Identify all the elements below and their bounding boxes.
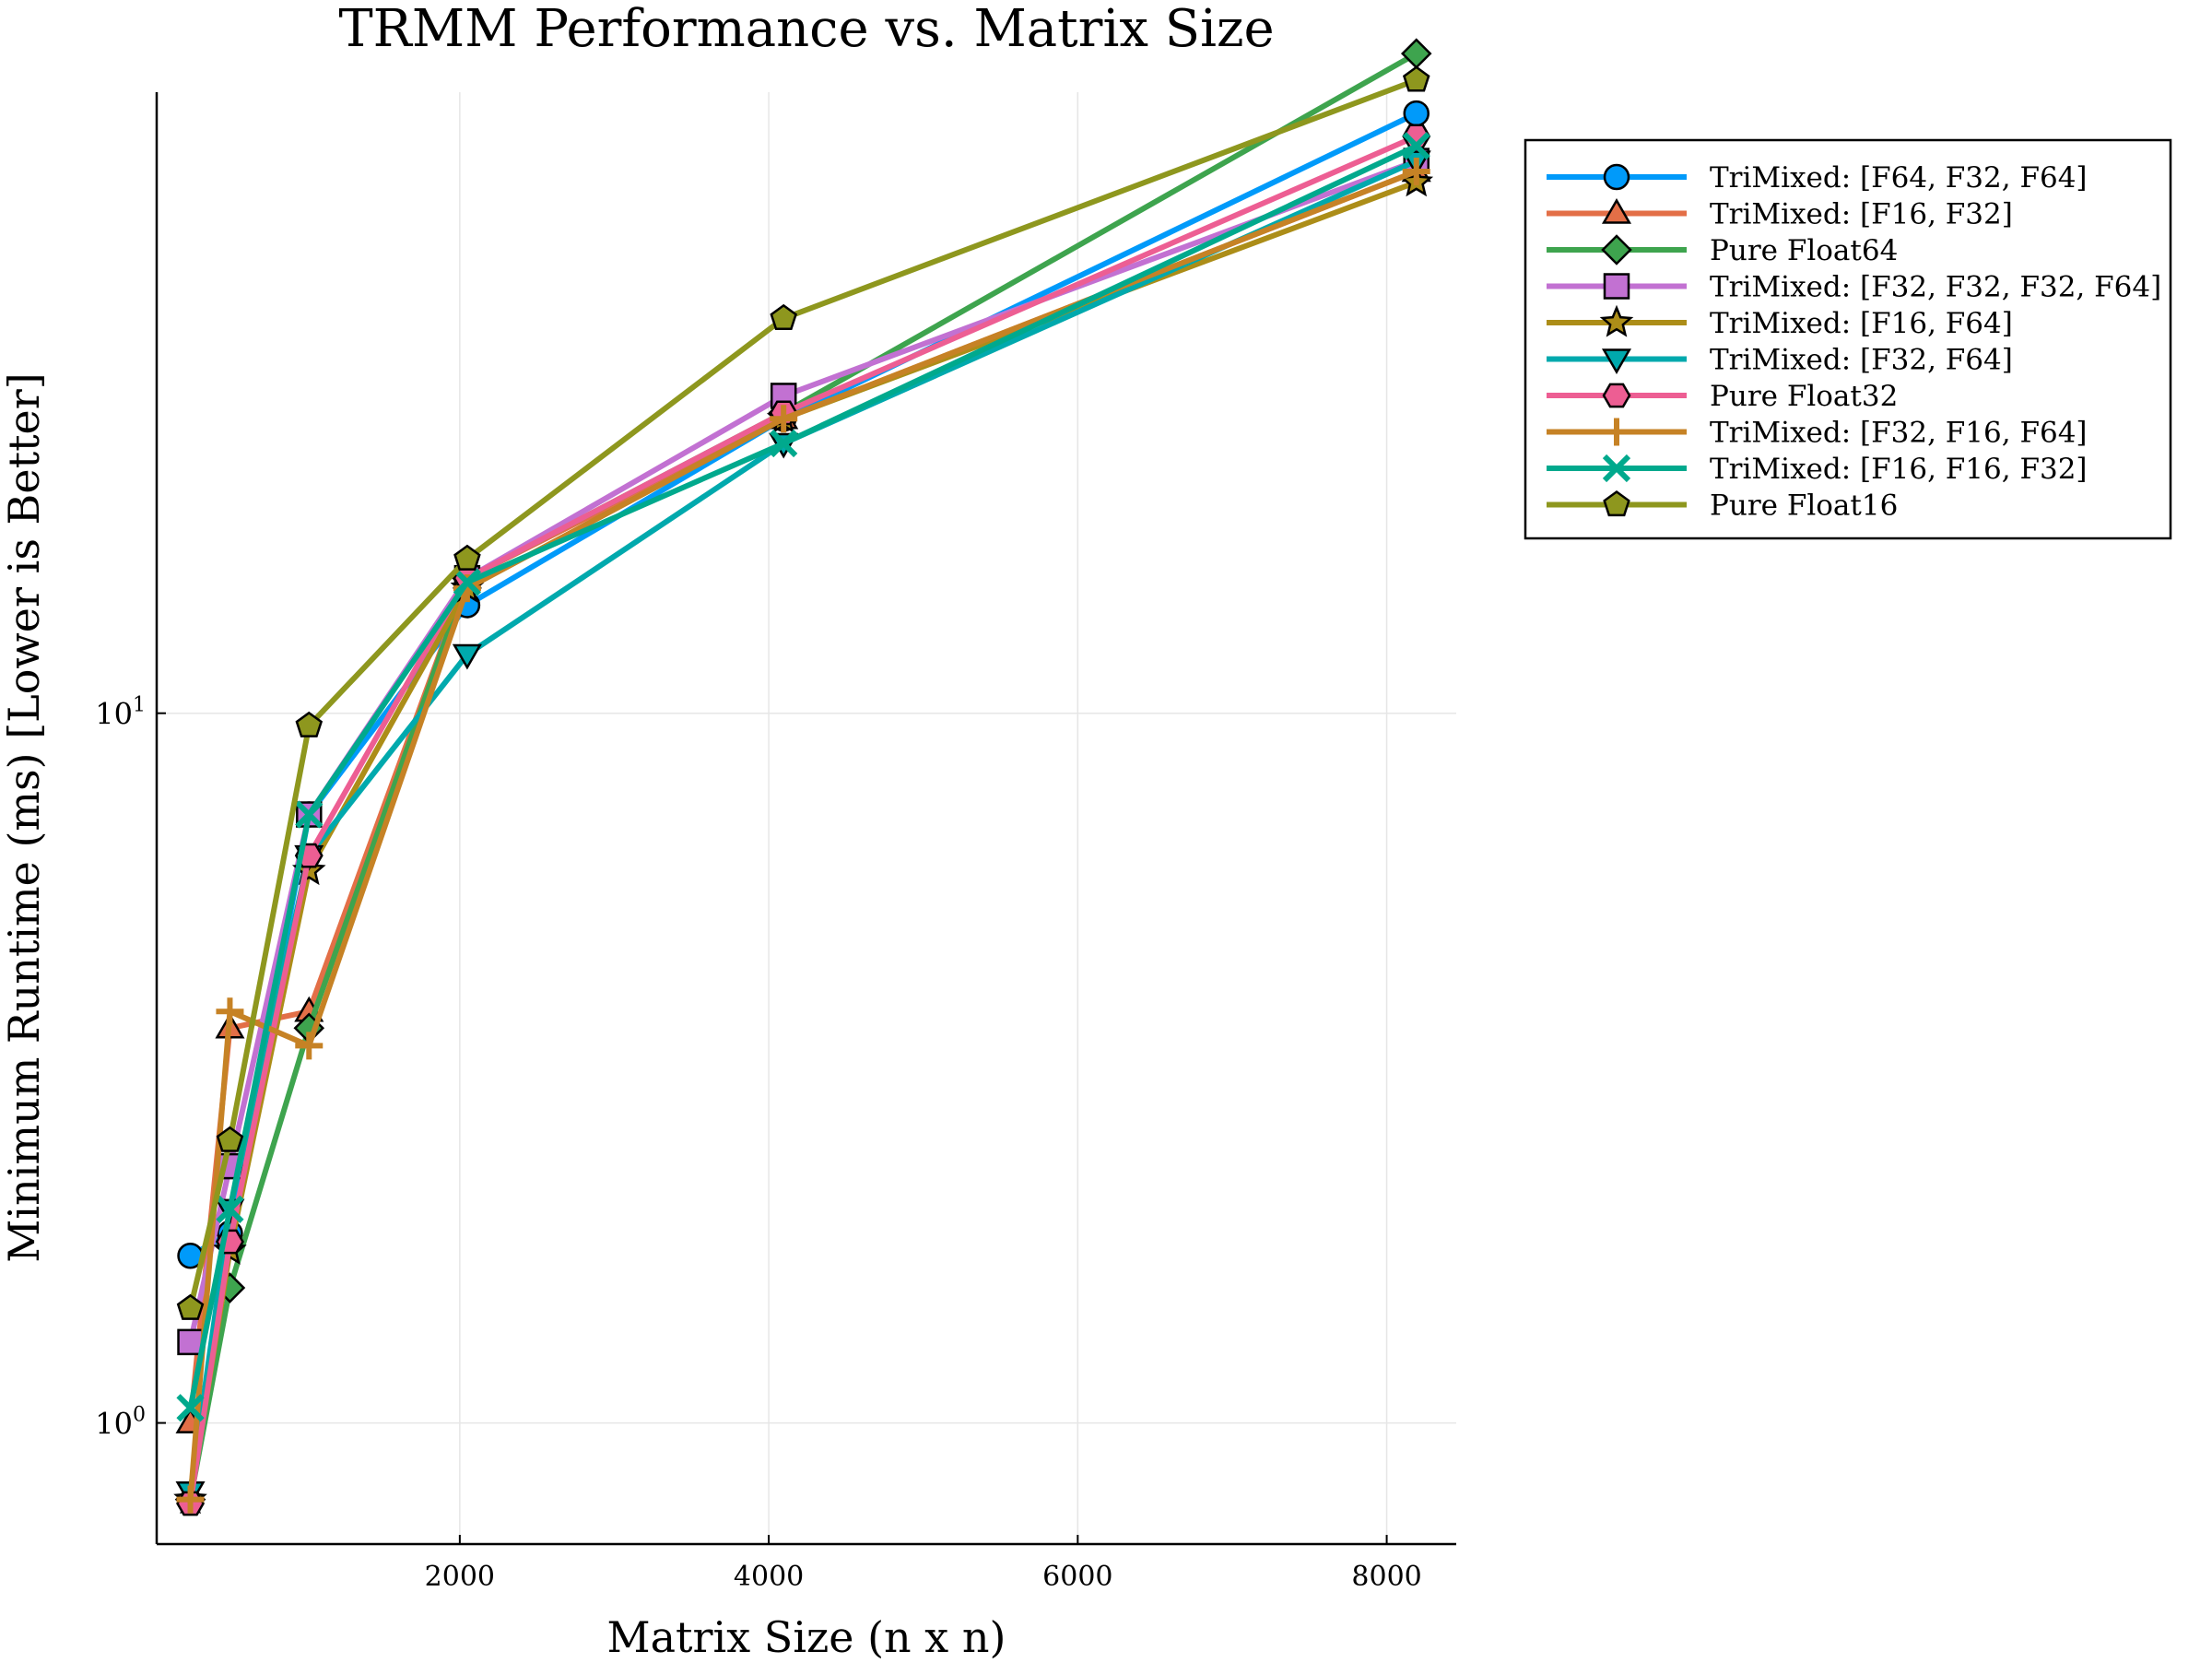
x-tick-label: 2000 xyxy=(425,1561,495,1593)
legend-label: TriMixed: [F16, F16, F32] xyxy=(1710,453,2088,486)
data-point xyxy=(1402,132,1430,160)
legend-label: Pure Float64 xyxy=(1710,234,1898,267)
grid-layer xyxy=(157,92,1456,1544)
y-tick-label: 101 xyxy=(95,694,146,732)
legend-item: TriMixed: [F64, F32, F64] xyxy=(1547,161,2088,195)
series-line xyxy=(187,169,1418,1500)
legend-marker xyxy=(1602,383,1631,408)
y-tick-exponent: 0 xyxy=(133,1404,146,1427)
data-point xyxy=(295,800,324,829)
legend-item: Pure Float32 xyxy=(1547,380,1898,413)
x-tick-label: 4000 xyxy=(734,1561,804,1593)
data-point xyxy=(1403,100,1430,127)
legend-label: Pure Float16 xyxy=(1710,489,1898,523)
series-layer xyxy=(173,38,1434,1516)
legend-marker xyxy=(1601,198,1632,224)
y-tick-label: 100 xyxy=(95,1404,146,1442)
series-6 xyxy=(175,150,1431,1507)
series-8 xyxy=(176,157,1430,1514)
legend-marker xyxy=(1603,489,1630,517)
series-2 xyxy=(175,156,1431,1433)
legend-item: TriMixed: [F32, F64] xyxy=(1547,344,2013,377)
data-point xyxy=(295,711,324,737)
data-point xyxy=(216,1126,244,1152)
series-line xyxy=(187,51,1418,1501)
data-point xyxy=(770,429,798,458)
legend-marker xyxy=(1601,234,1632,265)
data-point xyxy=(770,405,798,433)
x-tick-label: 8000 xyxy=(1351,1561,1421,1593)
legend-label: TriMixed: [F16, F64] xyxy=(1710,307,2013,340)
series-line xyxy=(187,143,1418,1409)
axes-layer xyxy=(155,92,1456,1546)
legend-label: TriMixed: [F64, F32, F64] xyxy=(1710,161,2088,195)
y-tick-base: 10 xyxy=(95,697,133,732)
legend-item: Pure Float64 xyxy=(1547,234,1898,267)
series-7 xyxy=(176,124,1431,1516)
series-line xyxy=(189,111,1418,1258)
series-5 xyxy=(173,164,1434,1515)
data-point xyxy=(295,1032,324,1060)
legend-box xyxy=(1524,138,2172,540)
legend-item: Pure Float16 xyxy=(1547,489,1898,523)
data-point xyxy=(770,303,797,330)
x-tick-label: 6000 xyxy=(1042,1561,1112,1593)
legend-marker xyxy=(1603,418,1630,446)
data-point xyxy=(1402,157,1430,185)
legend-item: TriMixed: [F32, F16, F64] xyxy=(1547,417,2088,450)
legend-marker xyxy=(1599,304,1634,337)
legend-item: TriMixed: [F16, F64] xyxy=(1547,304,2013,340)
data-point xyxy=(176,1485,205,1514)
legend-label: Pure Float32 xyxy=(1710,380,1898,413)
data-point xyxy=(1402,65,1430,92)
x-axis-label: Matrix Size (n x n) xyxy=(607,1612,1006,1659)
series-9 xyxy=(176,132,1430,1422)
chart-title: TRMM Performance vs. Matrix Size xyxy=(338,0,1274,59)
legend-marker xyxy=(1601,348,1632,374)
series-line xyxy=(187,169,1418,1423)
data-point xyxy=(177,1328,204,1356)
series-line xyxy=(187,77,1418,1310)
series-1 xyxy=(177,100,1430,1269)
y-axis-label: Minimum Runtime (ms) [Lower is Better] xyxy=(0,372,49,1262)
legend-label: TriMixed: [F32, F32, F32, F64] xyxy=(1710,271,2161,304)
data-point xyxy=(176,1394,205,1422)
legend-marker xyxy=(1602,454,1631,483)
data-point xyxy=(176,1293,205,1320)
legend: TriMixed: [F64, F32, F64]TriMixed: [F16,… xyxy=(1524,138,2172,540)
legend-marker xyxy=(1603,273,1630,300)
legend-label: TriMixed: [F16, F32] xyxy=(1710,198,2013,231)
y-tick-base: 10 xyxy=(95,1407,133,1442)
legend-item: TriMixed: [F16, F16, F32] xyxy=(1547,453,2088,486)
data-point xyxy=(452,643,482,670)
legend-item: TriMixed: [F16, F32] xyxy=(1547,198,2013,231)
legend-label: TriMixed: [F32, F64] xyxy=(1710,344,2013,377)
y-tick-exponent: 1 xyxy=(133,694,146,717)
series-10 xyxy=(176,65,1430,1320)
data-point xyxy=(216,1195,244,1223)
legend-marker xyxy=(1603,163,1630,191)
data-point xyxy=(453,568,482,596)
data-point xyxy=(453,544,481,571)
series-line xyxy=(187,134,1418,1504)
data-point xyxy=(216,997,244,1026)
legend-item: TriMixed: [F32, F32, F32, F64] xyxy=(1547,271,2161,304)
data-point xyxy=(1400,38,1432,69)
legend-label: TriMixed: [F32, F16, F64] xyxy=(1710,417,2088,450)
